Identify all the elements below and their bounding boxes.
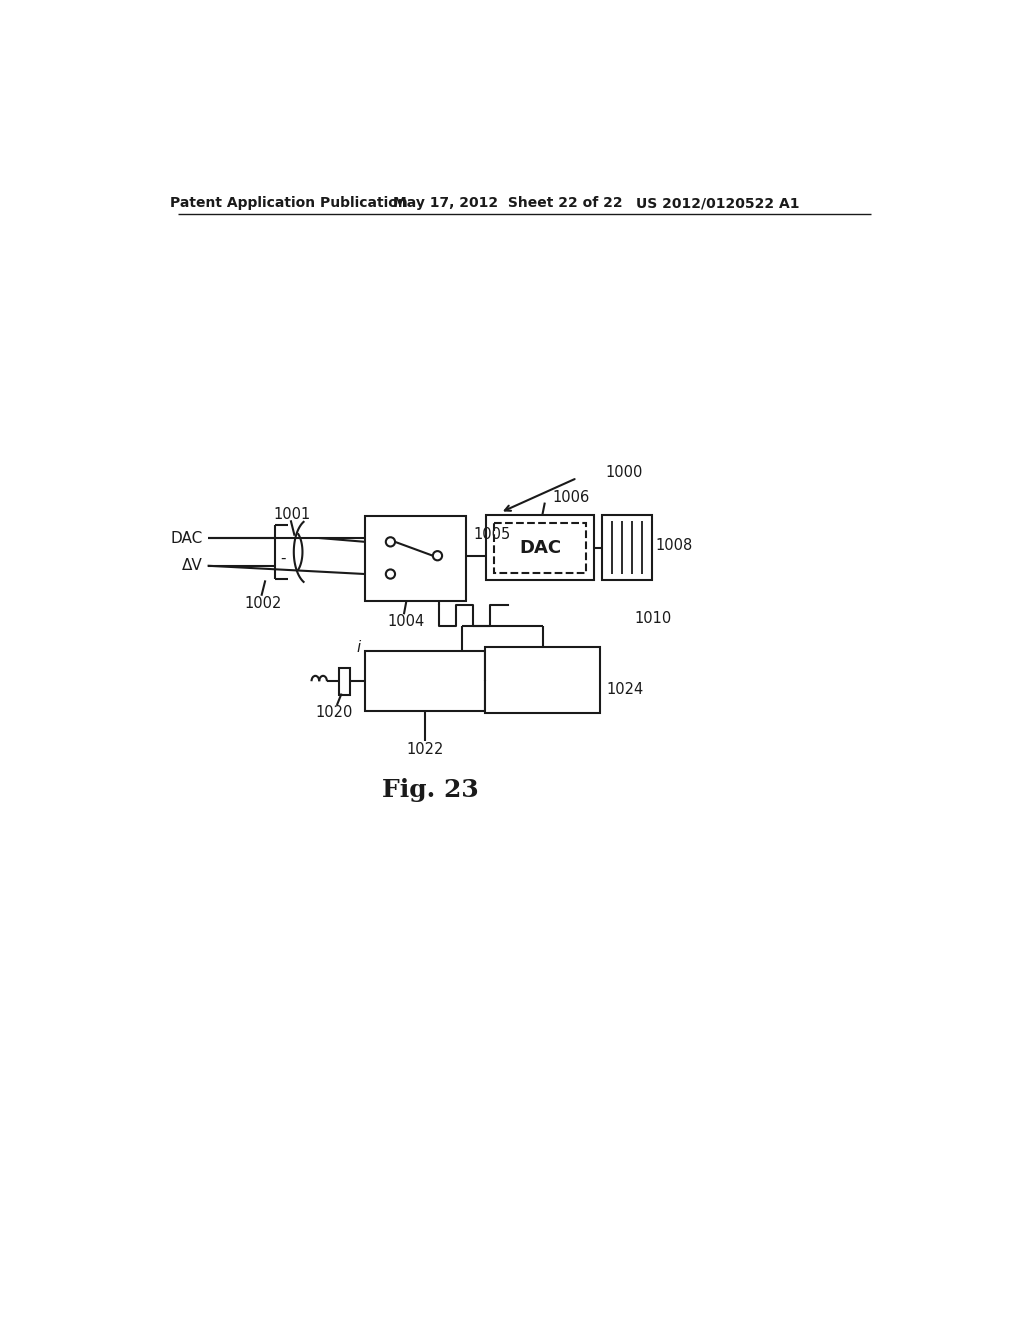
Bar xyxy=(602,515,652,581)
Bar xyxy=(366,516,466,601)
Text: 1022: 1022 xyxy=(407,742,443,758)
Text: US 2012/0120522 A1: US 2012/0120522 A1 xyxy=(636,197,799,210)
Text: Patent Application Publication: Patent Application Publication xyxy=(170,197,408,210)
Bar xyxy=(494,523,587,573)
Bar xyxy=(484,647,600,713)
Text: ΔV: ΔV xyxy=(182,558,203,573)
Text: 1000: 1000 xyxy=(605,465,643,480)
Text: 1024: 1024 xyxy=(606,682,644,697)
Text: DAC: DAC xyxy=(519,539,561,557)
Text: 1008: 1008 xyxy=(655,539,693,553)
Text: 1001: 1001 xyxy=(273,507,311,521)
Text: 1002: 1002 xyxy=(245,595,282,611)
Text: i: i xyxy=(356,640,360,655)
Text: 1005: 1005 xyxy=(473,527,510,541)
Text: 1010: 1010 xyxy=(635,611,672,627)
Text: 1006: 1006 xyxy=(553,490,590,504)
Text: -: - xyxy=(280,550,286,565)
Text: Fig. 23: Fig. 23 xyxy=(383,777,479,801)
Bar xyxy=(486,515,594,581)
Bar xyxy=(366,651,484,711)
Text: 1020: 1020 xyxy=(316,705,353,721)
Text: May 17, 2012  Sheet 22 of 22: May 17, 2012 Sheet 22 of 22 xyxy=(393,197,623,210)
Text: DAC: DAC xyxy=(171,531,203,545)
Text: 1004: 1004 xyxy=(388,614,425,628)
Bar xyxy=(339,668,350,694)
